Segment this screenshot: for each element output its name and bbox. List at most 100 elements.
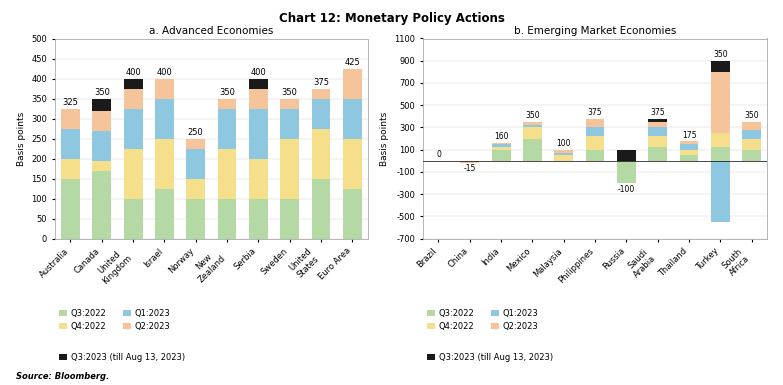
Bar [155, 189, 174, 239]
Text: 400: 400 [157, 68, 172, 77]
Bar [343, 99, 362, 139]
Bar [586, 150, 604, 161]
Text: 375: 375 [588, 109, 602, 117]
Bar [711, 72, 730, 133]
Text: Source: Bloomberg.: Source: Bloomberg. [16, 372, 109, 381]
Bar [586, 127, 604, 136]
Bar [343, 69, 362, 99]
Bar [680, 150, 698, 155]
Bar [343, 139, 362, 189]
Bar [312, 179, 330, 239]
Bar [617, 161, 636, 183]
Bar [742, 130, 761, 139]
Bar [523, 139, 542, 161]
Text: 375: 375 [313, 78, 329, 87]
Bar [648, 147, 667, 161]
Bar [554, 152, 573, 155]
Bar [61, 129, 80, 159]
Bar [218, 99, 236, 109]
Bar [586, 119, 604, 127]
Title: b. Emerging Market Economies: b. Emerging Market Economies [514, 26, 677, 36]
Text: 350: 350 [219, 88, 235, 97]
Bar [186, 199, 205, 239]
Bar [249, 199, 268, 239]
Bar [249, 159, 268, 199]
Text: -15: -15 [464, 164, 476, 173]
Bar [92, 171, 111, 239]
Legend: Q3:2022, Q4:2022, Q1:2023, Q2:2023: Q3:2022, Q4:2022, Q1:2023, Q2:2023 [427, 309, 539, 331]
Bar [312, 89, 330, 99]
Bar [61, 109, 80, 129]
Bar [492, 144, 511, 147]
Bar [617, 150, 636, 161]
Bar [155, 79, 174, 99]
Bar [92, 110, 111, 131]
Bar [711, 147, 730, 161]
Bar [249, 109, 268, 159]
Text: 175: 175 [682, 131, 696, 140]
Bar [742, 139, 761, 150]
Bar [711, 61, 730, 72]
Bar [124, 89, 143, 109]
Text: 0: 0 [436, 150, 441, 159]
Bar [523, 127, 542, 139]
Bar [554, 155, 573, 161]
Text: 100: 100 [557, 139, 571, 148]
Bar [523, 125, 542, 127]
Bar [92, 99, 111, 110]
Bar [492, 143, 511, 144]
Text: Chart 12: Monetary Policy Actions: Chart 12: Monetary Policy Actions [279, 12, 504, 25]
Bar [680, 155, 698, 161]
Legend: Q3:2023 (till Aug 13, 2023): Q3:2023 (till Aug 13, 2023) [427, 353, 553, 362]
Bar [124, 79, 143, 89]
Text: 160: 160 [494, 132, 508, 141]
Bar [711, 133, 730, 147]
Bar [218, 149, 236, 199]
Text: 250: 250 [188, 128, 204, 137]
Bar [648, 136, 667, 147]
Text: 350: 350 [282, 88, 298, 97]
Bar [249, 89, 268, 109]
Bar [186, 139, 205, 149]
Bar [280, 139, 299, 199]
Bar [680, 141, 698, 144]
Bar [343, 189, 362, 239]
Text: 400: 400 [125, 68, 141, 77]
Text: 350: 350 [745, 111, 759, 120]
Bar [680, 144, 698, 150]
Bar [648, 119, 667, 122]
Bar [92, 161, 111, 171]
Legend: Q3:2022, Q4:2022, Q1:2023, Q2:2023: Q3:2022, Q4:2022, Q1:2023, Q2:2023 [59, 309, 171, 331]
Text: 350: 350 [525, 111, 539, 120]
Text: 325: 325 [63, 98, 78, 107]
Bar [218, 199, 236, 239]
Bar [586, 136, 604, 150]
Bar [92, 131, 111, 161]
Bar [124, 149, 143, 199]
Bar [742, 150, 761, 161]
Bar [280, 109, 299, 139]
Bar [312, 129, 330, 179]
Bar [742, 122, 761, 130]
Bar [280, 199, 299, 239]
Bar [492, 150, 511, 161]
Bar [711, 161, 730, 222]
Bar [155, 139, 174, 189]
Legend: Q3:2023 (till Aug 13, 2023): Q3:2023 (till Aug 13, 2023) [59, 353, 185, 362]
Bar [124, 109, 143, 149]
Y-axis label: Basis points: Basis points [16, 112, 26, 166]
Bar [186, 149, 205, 179]
Text: 400: 400 [251, 68, 266, 77]
Bar [218, 109, 236, 149]
Text: 425: 425 [345, 58, 360, 67]
Text: 350: 350 [713, 50, 727, 59]
Bar [61, 159, 80, 179]
Bar [554, 150, 573, 152]
Bar [312, 99, 330, 129]
Text: 350: 350 [94, 88, 110, 97]
Title: a. Advanced Economies: a. Advanced Economies [150, 26, 273, 36]
Bar [61, 179, 80, 239]
Bar [155, 99, 174, 139]
Text: 375: 375 [651, 109, 665, 117]
Bar [648, 122, 667, 127]
